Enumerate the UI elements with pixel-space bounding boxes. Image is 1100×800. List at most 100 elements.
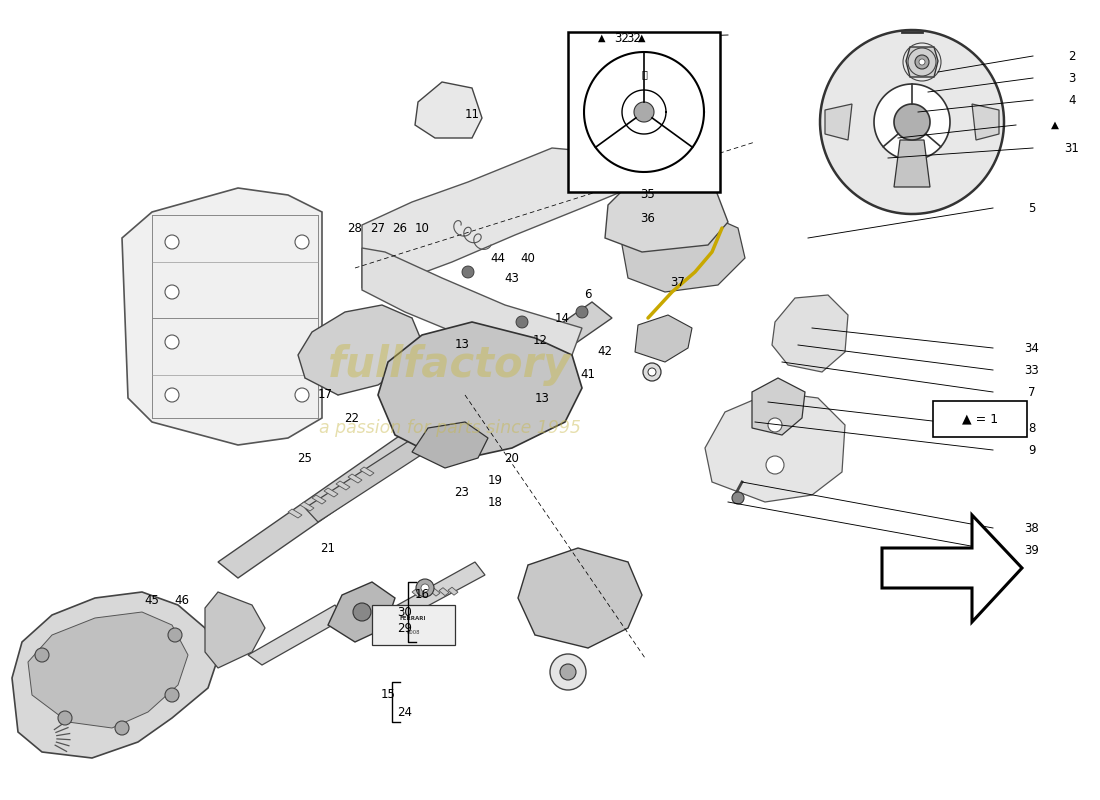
Polygon shape	[874, 84, 950, 160]
Polygon shape	[218, 302, 612, 578]
Polygon shape	[298, 305, 422, 395]
Text: 25: 25	[298, 451, 312, 465]
Circle shape	[165, 688, 179, 702]
Text: 33: 33	[1024, 363, 1040, 377]
Circle shape	[576, 306, 588, 318]
Text: 42: 42	[597, 346, 613, 358]
Text: 3: 3	[1068, 71, 1076, 85]
Circle shape	[165, 388, 179, 402]
Text: 38: 38	[1024, 522, 1040, 534]
Text: 35: 35	[640, 189, 656, 202]
Bar	[568, 32, 720, 192]
Text: 16: 16	[415, 589, 429, 602]
Text: 40: 40	[520, 251, 536, 265]
Polygon shape	[421, 589, 431, 597]
Polygon shape	[621, 212, 745, 292]
Polygon shape	[205, 592, 265, 668]
Circle shape	[462, 266, 474, 278]
Polygon shape	[752, 378, 805, 435]
Polygon shape	[439, 588, 449, 596]
Polygon shape	[378, 322, 582, 462]
Text: 10: 10	[415, 222, 429, 234]
Text: 6: 6	[584, 289, 592, 302]
Circle shape	[516, 316, 528, 328]
Text: 44: 44	[491, 251, 506, 265]
FancyBboxPatch shape	[933, 401, 1027, 437]
Text: 45: 45	[144, 594, 159, 606]
Polygon shape	[385, 562, 485, 622]
Polygon shape	[705, 392, 845, 502]
Polygon shape	[300, 502, 313, 511]
Circle shape	[648, 368, 656, 376]
Polygon shape	[448, 587, 458, 595]
Text: 18: 18	[487, 495, 503, 509]
Text: 30: 30	[397, 606, 412, 618]
Polygon shape	[372, 605, 455, 645]
Polygon shape	[362, 148, 645, 288]
Polygon shape	[825, 104, 852, 140]
Circle shape	[58, 711, 72, 725]
Text: 32: 32	[615, 31, 629, 45]
Text: 8: 8	[1028, 422, 1036, 434]
Circle shape	[295, 235, 309, 249]
Polygon shape	[248, 605, 345, 665]
Text: fullfactory: fullfactory	[329, 344, 572, 386]
Circle shape	[421, 584, 429, 592]
Circle shape	[165, 335, 179, 349]
Text: 13: 13	[535, 391, 549, 405]
Text: 0008: 0008	[406, 630, 420, 634]
Text: 46: 46	[175, 594, 189, 606]
Text: 36: 36	[640, 211, 656, 225]
Text: 31: 31	[1065, 142, 1079, 154]
Polygon shape	[328, 582, 395, 642]
Polygon shape	[894, 104, 930, 140]
Text: 🐴: 🐴	[641, 69, 647, 79]
Polygon shape	[28, 612, 188, 728]
Circle shape	[766, 456, 784, 474]
Polygon shape	[305, 355, 556, 522]
Text: 7: 7	[1028, 386, 1036, 398]
Polygon shape	[820, 30, 1004, 214]
Text: 2: 2	[1068, 50, 1076, 62]
Circle shape	[550, 654, 586, 690]
Text: 29: 29	[397, 622, 412, 634]
Text: 20: 20	[505, 451, 519, 465]
Polygon shape	[362, 248, 582, 365]
Polygon shape	[288, 509, 302, 518]
Text: a passion for parts since 1995: a passion for parts since 1995	[319, 419, 581, 437]
Text: 41: 41	[581, 369, 595, 382]
Polygon shape	[518, 548, 642, 648]
Circle shape	[644, 363, 661, 381]
Text: 15: 15	[381, 689, 395, 702]
Polygon shape	[430, 588, 440, 596]
Polygon shape	[336, 481, 350, 490]
Polygon shape	[415, 82, 482, 138]
Circle shape	[918, 59, 925, 65]
Text: FERRARI: FERRARI	[399, 615, 427, 621]
Circle shape	[165, 235, 179, 249]
Polygon shape	[324, 488, 338, 497]
Circle shape	[416, 579, 434, 597]
Text: 21: 21	[320, 542, 336, 554]
Polygon shape	[972, 104, 999, 140]
Circle shape	[295, 388, 309, 402]
Polygon shape	[122, 188, 322, 445]
Text: 11: 11	[464, 109, 480, 122]
Text: 26: 26	[393, 222, 407, 234]
Text: 28: 28	[348, 222, 362, 234]
Polygon shape	[360, 467, 374, 476]
Circle shape	[915, 55, 930, 69]
Text: 39: 39	[1024, 543, 1040, 557]
Circle shape	[35, 648, 50, 662]
Polygon shape	[12, 592, 218, 758]
Circle shape	[768, 418, 782, 432]
Polygon shape	[894, 140, 930, 187]
Text: 22: 22	[344, 411, 360, 425]
Polygon shape	[412, 422, 488, 468]
Circle shape	[116, 721, 129, 735]
Text: 43: 43	[505, 271, 519, 285]
Polygon shape	[605, 172, 728, 252]
Polygon shape	[312, 495, 326, 504]
Text: 9: 9	[1028, 443, 1036, 457]
Text: 23: 23	[454, 486, 470, 498]
